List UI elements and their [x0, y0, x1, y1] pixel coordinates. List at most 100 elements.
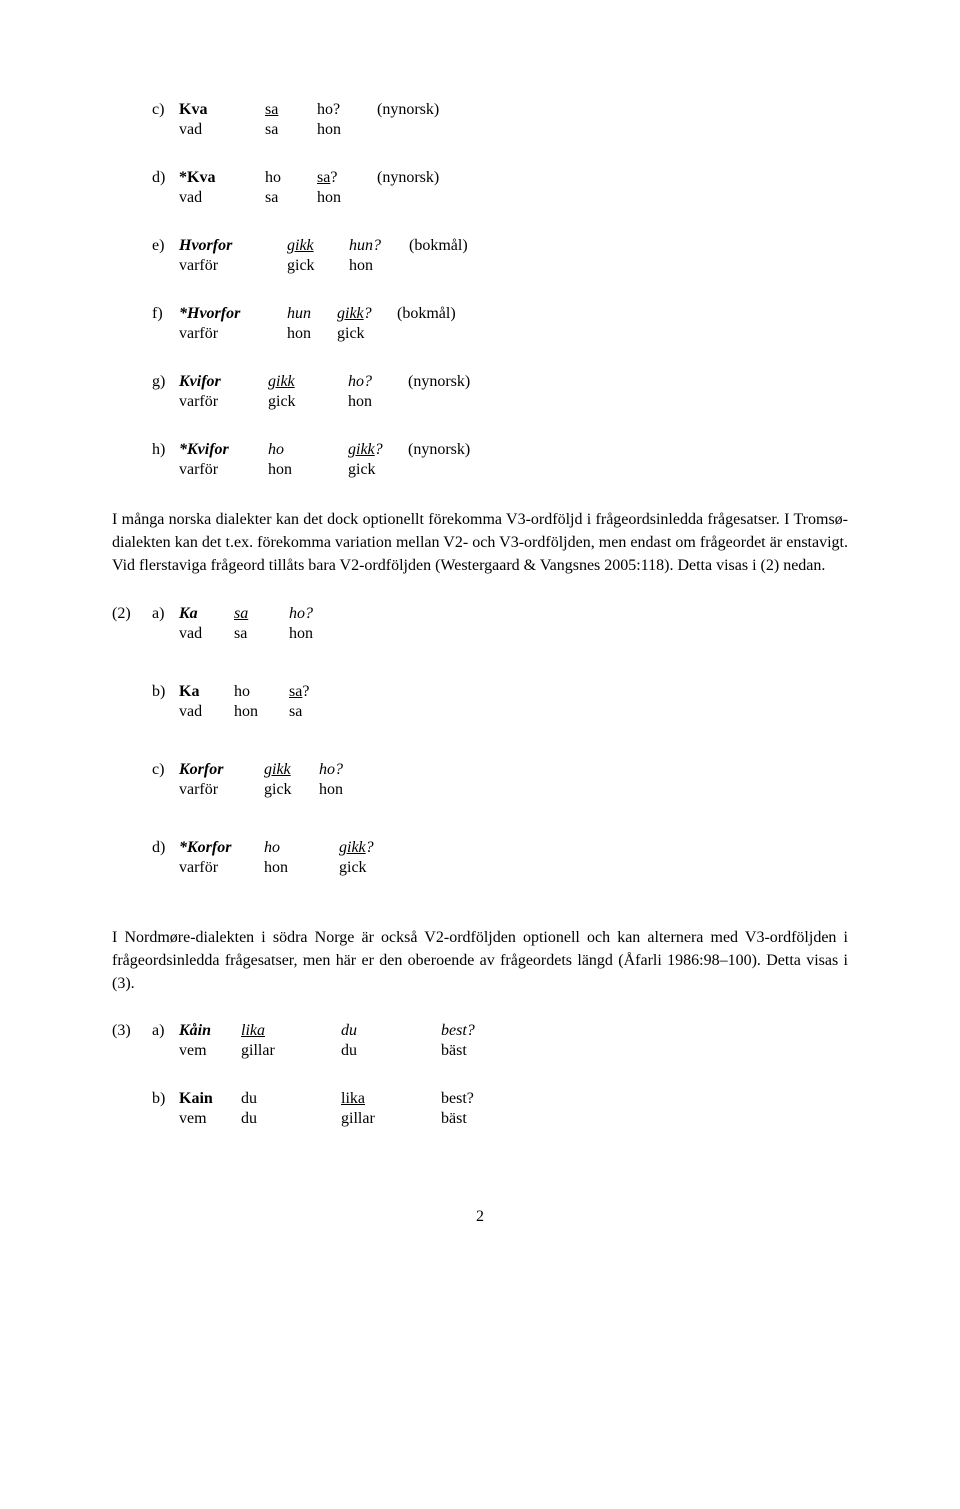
example-block: a)Kåinlikadubest?vemgillardubäst — [152, 1021, 848, 1061]
example-line: d)*Korforhogikk? — [152, 838, 848, 858]
example-line: b)Kahosa? — [152, 682, 848, 702]
set-label — [112, 682, 152, 760]
gloss-line: vadhonsa — [152, 702, 848, 722]
gloss-word: ho? — [317, 100, 377, 120]
gloss-word: gick — [268, 392, 348, 412]
example-label: h) — [152, 440, 179, 460]
gloss-word: Kvifor — [179, 372, 268, 392]
gloss-word: (bokmål) — [397, 304, 497, 324]
gloss-word: Hvorfor — [179, 236, 287, 256]
example-line: h)*Kviforhogikk?(nynorsk) — [152, 440, 848, 460]
example-label: a) — [152, 604, 179, 624]
paragraph: I Nordmøre-dialekten i södra Norge är oc… — [112, 926, 848, 996]
example-block: f)*Hvorforhungikk?(bokmål)varförhongick — [152, 304, 848, 344]
example-label: f) — [152, 304, 179, 324]
gloss-word: gillar — [341, 1109, 441, 1129]
example-label: b) — [152, 1089, 179, 1109]
gloss-word: Kåin — [179, 1021, 241, 1041]
gloss-word: gick — [339, 858, 399, 878]
gloss-line: vemdugillarbäst — [152, 1109, 848, 1129]
gloss-word: du — [341, 1041, 441, 1061]
gloss-word: vem — [179, 1041, 241, 1061]
numbered-set: (3)a)Kåinlikadubest?vemgillardubästb)Kai… — [112, 1021, 848, 1157]
gloss-word: gikk? — [339, 838, 399, 858]
example-label: d) — [152, 838, 179, 858]
gloss-word: sa — [234, 624, 289, 644]
gloss-word: hon — [317, 188, 377, 208]
gloss-word: sa — [265, 188, 317, 208]
gloss-word: gikk — [268, 372, 348, 392]
example-block: c)Korforgikkho?varförgickhon — [152, 760, 848, 800]
gloss-word: sa? — [289, 682, 349, 702]
gloss-word: vad — [179, 120, 265, 140]
gloss-word: hon — [264, 858, 339, 878]
gloss-word: sa — [289, 702, 349, 722]
gloss-word: gikk — [287, 236, 349, 256]
gloss-word: *Kva — [179, 168, 265, 188]
gloss-word: (nynorsk) — [408, 372, 508, 392]
gloss-word: ho? — [319, 760, 379, 780]
gloss-line: vadsahon — [152, 188, 848, 208]
example-line: c)Korforgikkho? — [152, 760, 848, 780]
gloss-word: gick — [287, 256, 349, 276]
example-label: d) — [152, 168, 179, 188]
gloss-word: Ka — [179, 604, 234, 624]
gloss-line: varförgickhon — [152, 392, 848, 412]
gloss-word: gick — [348, 460, 408, 480]
gloss-word: Kain — [179, 1089, 241, 1109]
example-block: b)Kahosa?vadhonsa — [152, 682, 848, 722]
gloss-word: varför — [179, 780, 264, 800]
example-label: c) — [152, 100, 179, 120]
gloss-word: varför — [179, 392, 268, 412]
gloss-word: hon — [234, 702, 289, 722]
gloss-word: bäst — [441, 1041, 501, 1061]
example-label: c) — [152, 760, 179, 780]
gloss-word: varför — [179, 858, 264, 878]
gloss-word: sa — [265, 100, 317, 120]
gloss-word: varför — [179, 256, 287, 276]
gloss-word: sa — [234, 604, 289, 624]
gloss-line: vemgillardubäst — [152, 1041, 848, 1061]
gloss-word: gikk? — [337, 304, 397, 324]
gloss-word: Ka — [179, 682, 234, 702]
gloss-line: varförgickhon — [152, 780, 848, 800]
gloss-word: vad — [179, 702, 234, 722]
example-line: e)Hvorforgikkhun?(bokmål) — [152, 236, 848, 256]
gloss-word: vad — [179, 188, 265, 208]
gloss-word: (bokmål) — [409, 236, 509, 256]
gloss-word: gikk? — [348, 440, 408, 460]
gloss-word: (nynorsk) — [408, 440, 508, 460]
example-block: c)Kvasaho?(nynorsk)vadsahon — [152, 100, 848, 140]
gloss-word: best? — [441, 1021, 501, 1041]
gloss-line: varförgickhon — [152, 256, 848, 276]
set-label — [112, 838, 152, 916]
example-line: c)Kvasaho?(nynorsk) — [152, 100, 848, 120]
gloss-word: best? — [441, 1089, 501, 1109]
gloss-word: lika — [241, 1021, 341, 1041]
example-line: d)*Kvahosa?(nynorsk) — [152, 168, 848, 188]
set-label: (2) — [112, 604, 152, 682]
gloss-word: gick — [337, 324, 397, 344]
gloss-word: *Kvifor — [179, 440, 268, 460]
gloss-word: hon — [317, 120, 377, 140]
gloss-word: du — [241, 1089, 341, 1109]
gloss-word: varför — [179, 324, 287, 344]
gloss-word: sa — [265, 120, 317, 140]
example-label: g) — [152, 372, 179, 392]
example-block: h)*Kviforhogikk?(nynorsk)varförhongick — [152, 440, 848, 480]
page-number: 2 — [112, 1207, 848, 1227]
gloss-word: sa? — [317, 168, 377, 188]
gloss-word: gillar — [241, 1041, 341, 1061]
example-line: a)Kasaho? — [152, 604, 848, 624]
gloss-word: hon — [287, 324, 337, 344]
gloss-word: ho? — [348, 372, 408, 392]
gloss-word: ho — [234, 682, 289, 702]
gloss-word: hon — [289, 624, 349, 644]
gloss-word: du — [241, 1109, 341, 1129]
gloss-word: ho — [265, 168, 317, 188]
example-line: a)Kåinlikadubest? — [152, 1021, 848, 1041]
gloss-word: gikk — [264, 760, 319, 780]
example-label: a) — [152, 1021, 179, 1041]
example-block: d)*Korforhogikk?varförhongick — [152, 838, 848, 878]
set-label — [112, 1089, 152, 1157]
